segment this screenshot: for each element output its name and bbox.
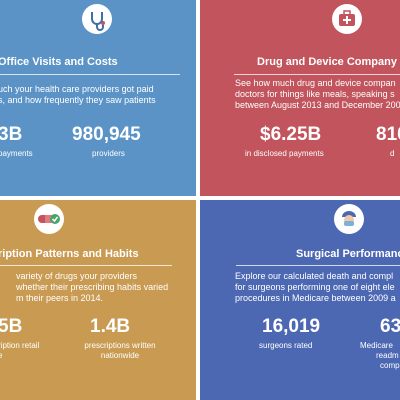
- stat-value: 5B: [0, 316, 23, 337]
- panel-title: Drug and Device Company P: [257, 56, 400, 68]
- panel-description: variety of drugs your providers whether …: [16, 271, 169, 303]
- stat-label: Medicare readm comp: [360, 341, 400, 370]
- stat-value: 3B: [0, 124, 23, 145]
- panel-description: uch your health care providers got paid …: [0, 84, 156, 105]
- stat-label: ription retail e: [0, 341, 40, 360]
- panel-description: See how much drug and device compan doct…: [235, 78, 400, 110]
- stat-value: $6.25B: [260, 124, 322, 145]
- panel-title: Surgical Performance: [296, 248, 400, 260]
- divider: [0, 265, 172, 266]
- medical-kit-icon: [332, 4, 362, 34]
- divider: [234, 74, 400, 75]
- divider: [236, 265, 400, 266]
- panel-drug-device-payments[interactable]: Drug and Device Company P See how much d…: [200, 0, 400, 196]
- panel-title: ription Patterns and Habits: [0, 248, 139, 260]
- panel-title: Office Visits and Costs: [0, 56, 118, 68]
- stethoscope-icon: [82, 4, 112, 34]
- stat-value: 16,019: [262, 316, 321, 337]
- stat-label: prescriptions written nationwide: [84, 341, 156, 360]
- stat-label: in disclosed payments: [245, 149, 324, 158]
- stat-label: surgeons rated: [259, 341, 313, 350]
- surgeon-icon: [334, 204, 364, 234]
- stat-value: 980,945: [72, 124, 141, 145]
- stat-value: 810: [376, 124, 400, 145]
- stat-label: providers: [92, 149, 125, 158]
- stat-label: payments: [0, 149, 33, 158]
- panel-prescription-patterns[interactable]: ription Patterns and Habits variety of d…: [0, 200, 196, 400]
- divider: [0, 74, 180, 75]
- pill-capsule-icon: [34, 204, 64, 234]
- panel-office-visits[interactable]: Office Visits and Costs uch your health …: [0, 0, 196, 196]
- stat-value: 1.4B: [90, 316, 131, 337]
- panel-description: Explore our calculated death and compl f…: [235, 271, 396, 303]
- stat-value: 63: [380, 316, 400, 337]
- panel-surgical-performance[interactable]: Surgical Performance Explore our calcula…: [200, 200, 400, 400]
- stat-label: d: [390, 149, 395, 158]
